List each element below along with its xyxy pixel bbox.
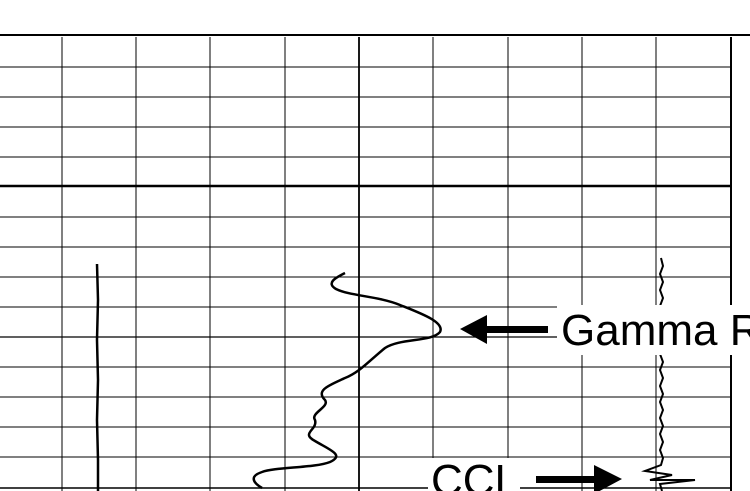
- ccl-label-background: [428, 458, 520, 491]
- gamma-arrow-icon: [460, 315, 548, 344]
- log-grid: [0, 37, 732, 491]
- gamma-label: Gamma R: [561, 306, 750, 355]
- ccl-arrow-icon: [536, 465, 622, 491]
- ccl-curve: [641, 257, 696, 491]
- left-track-trace: [95, 263, 100, 491]
- gamma-label-background: [557, 305, 750, 355]
- gamma-ray-curve: [252, 271, 442, 490]
- ccl-label: CCL: [431, 456, 519, 491]
